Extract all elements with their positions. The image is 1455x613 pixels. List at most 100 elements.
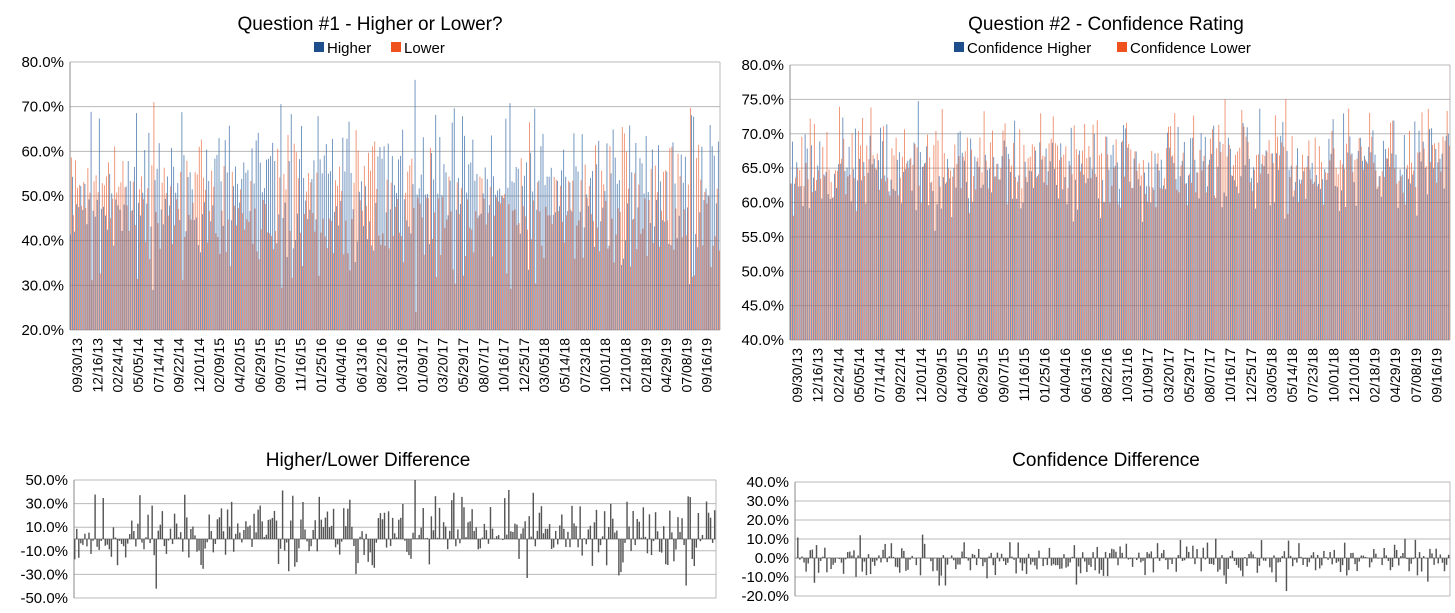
- bar-lower: [167, 215, 169, 330]
- x-tick-label: 10/01/18: [1325, 348, 1341, 403]
- bar-difference: [1185, 546, 1188, 558]
- legend-swatch-confidence-lower: [1117, 42, 1127, 52]
- bar-lower: [316, 172, 318, 330]
- x-tick-label: 12/10/18: [1346, 348, 1362, 403]
- bar-confidence-lower: [1136, 170, 1138, 340]
- bar-difference: [265, 534, 268, 539]
- bar-difference: [206, 539, 208, 543]
- bar-confidence-higher: [1429, 129, 1430, 340]
- y-tick-label: 20.0%: [21, 322, 64, 339]
- bar-difference: [965, 556, 967, 558]
- bar-difference: [559, 525, 561, 539]
- bar-confidence-higher: [1171, 156, 1173, 340]
- bar-confidence-higher: [1414, 121, 1416, 340]
- bar-difference: [1329, 552, 1331, 558]
- bar-difference: [1321, 558, 1323, 566]
- bar-confidence-higher: [1397, 207, 1399, 340]
- bar-higher: [156, 168, 158, 330]
- bar-lower: [190, 219, 192, 330]
- bar-difference: [171, 539, 174, 545]
- bar-confidence-higher: [982, 184, 984, 340]
- bar-difference: [607, 527, 610, 539]
- bar-confidence-higher: [1074, 179, 1076, 340]
- bar-higher: [98, 118, 100, 330]
- bar-lower: [209, 211, 211, 330]
- bar-confidence-higher: [1403, 135, 1405, 340]
- bar-confidence-lower: [1103, 201, 1104, 340]
- bar-difference: [844, 558, 847, 560]
- bar-lower: [72, 215, 74, 330]
- bar-difference: [569, 539, 571, 548]
- bar-higher: [344, 171, 346, 330]
- bar-difference: [235, 533, 237, 539]
- bar-higher: [416, 194, 418, 330]
- bar-difference: [522, 528, 524, 539]
- bar-confidence-higher: [1257, 182, 1259, 340]
- bar-higher: [363, 226, 364, 330]
- bar-difference: [1231, 550, 1234, 558]
- bar-difference: [1319, 558, 1321, 569]
- legend-swatch-confidence-higher: [954, 42, 964, 52]
- bar-confidence-higher: [970, 138, 972, 340]
- bar-higher: [383, 146, 385, 330]
- bar-lower: [677, 153, 679, 330]
- bar-higher: [544, 185, 546, 330]
- bar-difference: [251, 539, 253, 547]
- bar-higher: [115, 199, 117, 330]
- bar-lower: [320, 232, 322, 330]
- bar-confidence-lower: [864, 176, 866, 340]
- bar-difference: [1206, 542, 1209, 558]
- bar-confidence-lower: [1209, 138, 1211, 340]
- bar-lower: [136, 278, 138, 330]
- x-tick-label: 10/31/16: [1119, 348, 1135, 403]
- bar-difference: [1009, 542, 1011, 558]
- bar-confidence-lower: [1184, 183, 1186, 340]
- bar-lower: [163, 167, 165, 330]
- bar-confidence-lower: [920, 203, 922, 340]
- bar-difference: [940, 558, 943, 576]
- bar-higher: [241, 178, 243, 330]
- bar-lower: [95, 175, 97, 330]
- y-tick-label: 40.0%: [741, 332, 784, 349]
- bar-higher: [478, 215, 480, 330]
- bar-difference: [909, 558, 911, 560]
- bar-difference: [1308, 558, 1311, 563]
- bar-higher: [538, 180, 540, 330]
- bar-difference: [1356, 558, 1358, 572]
- bar-difference: [977, 548, 980, 558]
- bar-lower: [337, 185, 338, 330]
- bar-confidence-lower: [1373, 162, 1375, 340]
- bar-confidence-higher: [1290, 165, 1292, 340]
- bar-confidence-higher: [802, 206, 804, 340]
- bar-lower: [456, 182, 458, 330]
- bar-higher: [373, 250, 375, 330]
- bar-confidence-lower: [1193, 115, 1195, 340]
- bar-lower: [568, 180, 570, 330]
- bar-difference: [528, 516, 530, 539]
- bar-confidence-lower: [1432, 144, 1433, 340]
- bar-difference: [1314, 558, 1317, 571]
- bar-difference: [548, 524, 551, 539]
- bar-higher: [171, 148, 173, 330]
- bar-difference: [383, 512, 386, 539]
- bar-confidence-higher: [806, 148, 808, 340]
- bar-confidence-lower: [1297, 202, 1299, 340]
- bar-higher: [230, 220, 232, 330]
- bar-lower: [254, 208, 256, 330]
- bar-confidence-higher: [1135, 151, 1137, 340]
- bar-difference: [220, 508, 223, 539]
- bar-confidence-higher: [1204, 136, 1206, 340]
- bar-confidence-lower: [924, 162, 926, 340]
- bar-confidence-higher: [1234, 180, 1236, 340]
- bar-difference: [849, 551, 851, 558]
- bar-confidence-higher: [1121, 142, 1122, 340]
- bar-difference: [237, 523, 239, 539]
- bar-higher: [379, 147, 381, 330]
- bar-difference: [532, 492, 534, 539]
- bar-higher: [490, 135, 492, 330]
- bar-confidence-higher: [1292, 196, 1294, 340]
- bar-confidence-higher: [1336, 186, 1338, 340]
- bar-confidence-lower: [1082, 150, 1084, 340]
- bar-lower: [363, 165, 365, 330]
